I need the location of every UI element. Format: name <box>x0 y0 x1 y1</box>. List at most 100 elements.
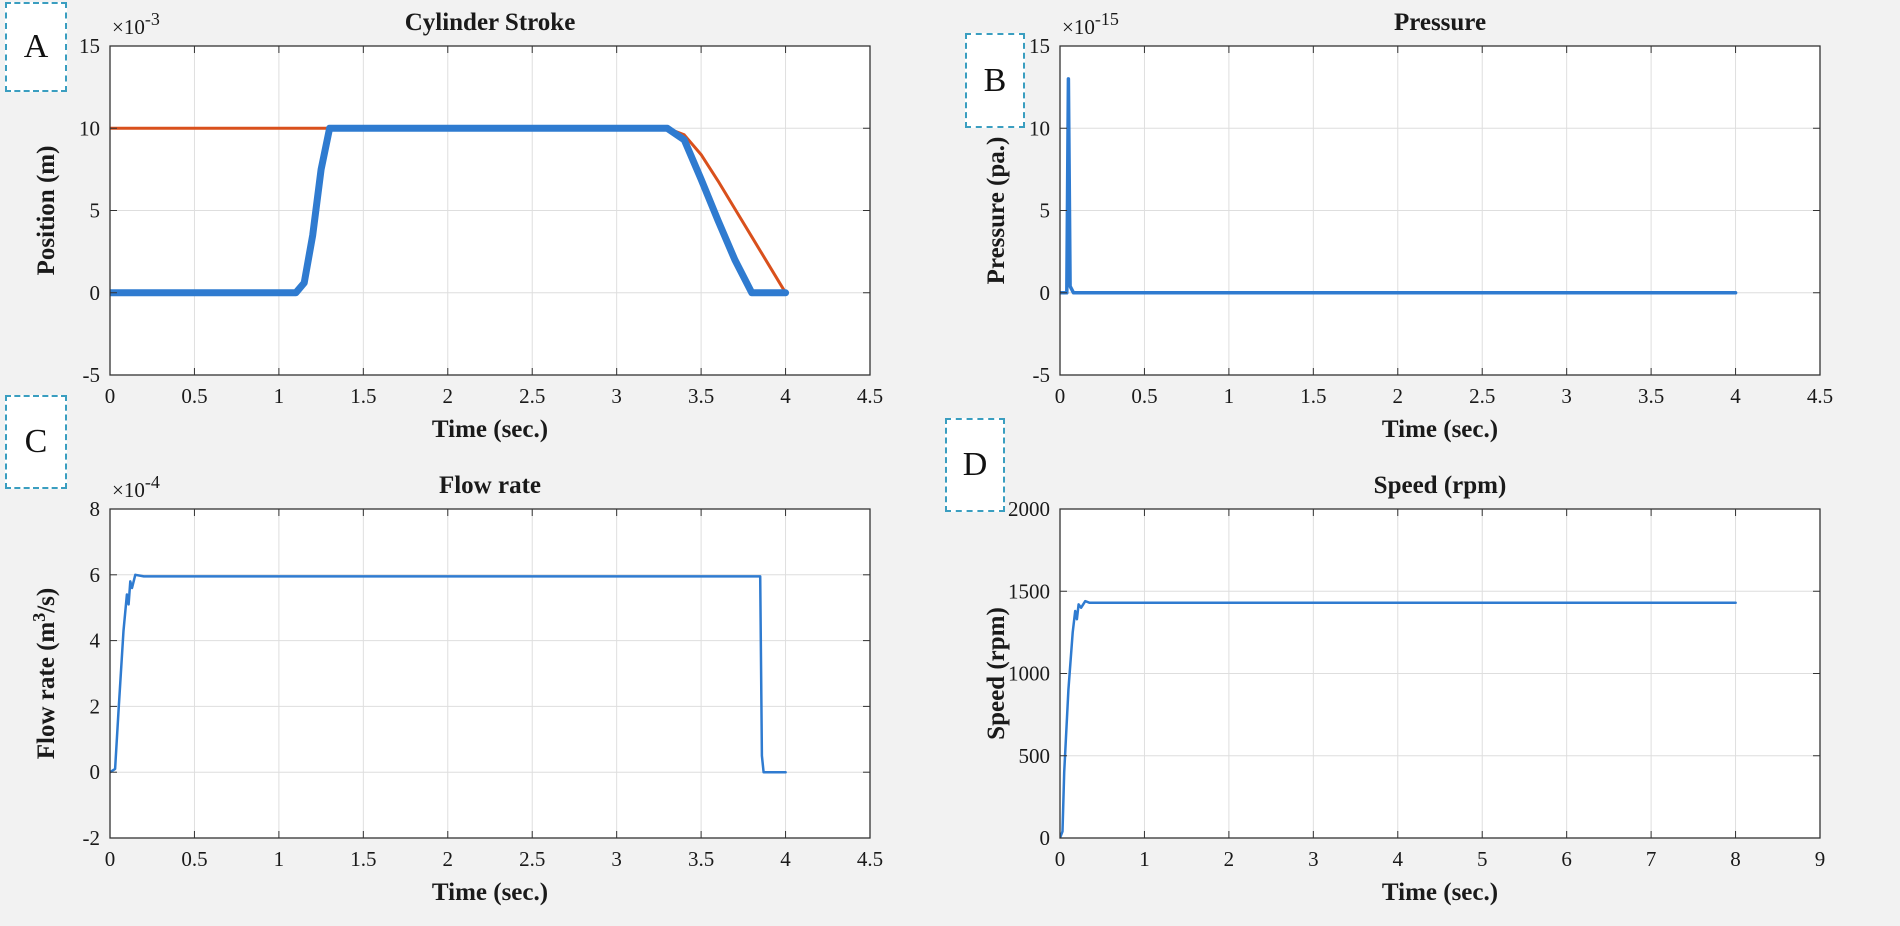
x-tick-label: 1 <box>1139 847 1150 871</box>
x-tick-label: 0.5 <box>181 384 207 408</box>
exponent-power: -4 <box>145 472 160 492</box>
x-tick-label: 4.5 <box>857 384 883 408</box>
x-tick-label: 2 <box>1393 384 1404 408</box>
y-tick-label: 0 <box>1040 281 1051 305</box>
x-tick-label: 2 <box>443 847 454 871</box>
x-tick-label: 3 <box>1308 847 1319 871</box>
y-tick-label: 0 <box>1040 826 1051 850</box>
x-tick-label: 0 <box>105 847 116 871</box>
x-tick-label: 1.5 <box>350 847 376 871</box>
y-axis-label-superscript: 3 <box>29 613 49 622</box>
panel-label-c: C <box>5 395 67 489</box>
x-tick-label: 0 <box>1055 847 1066 871</box>
x-tick-label: 4.5 <box>857 847 883 871</box>
y-tick-label: 10 <box>1029 116 1050 140</box>
exponent-base: ×10 <box>112 478 145 502</box>
series-line-flow <box>110 573 787 774</box>
x-tick-label: 1.5 <box>1300 384 1326 408</box>
x-tick-label: 0.5 <box>181 847 207 871</box>
x-axis-label: Time (sec.) <box>432 879 548 906</box>
plot-area <box>110 509 870 838</box>
y-tick-label: 15 <box>1029 34 1050 58</box>
panel-label-d: D <box>945 418 1005 512</box>
y-axis-label-text: Position (m) <box>33 146 60 276</box>
x-tick-label: 0 <box>105 384 116 408</box>
exponent-label: ×10-15 <box>1062 9 1119 39</box>
series-line-actual <box>110 124 790 297</box>
x-tick-label: 2.5 <box>519 847 545 871</box>
x-tick-label: 3 <box>611 384 622 408</box>
y-tick-label: 2 <box>90 694 101 718</box>
x-tick-label: 7 <box>1646 847 1657 871</box>
y-tick-label: 15 <box>79 34 100 58</box>
chart-speed: 0 1 2 3 4 5 6 7 8 9 0 500 1000 1500 2000 Speed (rpm) Tim… <box>983 472 1826 906</box>
y-tick-label: 5 <box>90 199 101 223</box>
y-tick-label: 8 <box>90 497 101 521</box>
chart-title: Cylinder Stroke <box>405 9 576 36</box>
y-tick-label: 5 <box>1040 199 1051 223</box>
y-axis-label: Flow rate (m3/s) <box>29 588 60 759</box>
x-tick-label: 3.5 <box>688 384 714 408</box>
y-tick-label: -2 <box>83 826 101 850</box>
y-tick-label: -5 <box>1033 363 1051 387</box>
x-tick-label: 3.5 <box>1638 384 1664 408</box>
x-tick-label: 4 <box>780 847 791 871</box>
y-tick-label: 6 <box>90 563 101 587</box>
y-tick-label: 0 <box>90 281 101 305</box>
y-tick-label: 10 <box>79 116 100 140</box>
x-tick-label: 2.5 <box>1469 384 1495 408</box>
exponent-label: ×10-3 <box>112 9 160 39</box>
y-tick-label: 1500 <box>1008 579 1050 603</box>
x-tick-label: 1 <box>274 847 285 871</box>
x-tick-label: 1 <box>1224 384 1235 408</box>
x-tick-label: 2 <box>443 384 454 408</box>
x-tick-label: 2 <box>1224 847 1235 871</box>
x-tick-label: 3.5 <box>688 847 714 871</box>
y-tick-label: 500 <box>1019 744 1051 768</box>
x-tick-label: 4 <box>1730 384 1741 408</box>
exponent-base: ×10 <box>1062 15 1095 39</box>
panel-label-a: A <box>5 2 67 92</box>
series-line-speed <box>1060 599 1737 838</box>
exponent-label: ×10-4 <box>112 472 160 502</box>
x-tick-label: 4 <box>780 384 791 408</box>
y-tick-label: 2000 <box>1008 497 1050 521</box>
y-tick-label: 4 <box>90 629 101 653</box>
x-tick-label: 3 <box>1561 384 1572 408</box>
y-axis-label-text: Pressure (pa.) <box>983 137 1010 285</box>
x-tick-label: 0 <box>1055 384 1066 408</box>
y-tick-label: 0 <box>90 760 101 784</box>
panel-label-b: B <box>965 33 1025 128</box>
x-tick-label: 4.5 <box>1807 384 1833 408</box>
x-axis-label: Time (sec.) <box>1382 416 1498 443</box>
axes-frame <box>109 508 871 839</box>
y-axis-label: Speed (rpm) <box>983 607 1010 740</box>
y-axis-label-text: Speed (rpm) <box>983 607 1010 740</box>
x-axis-label: Time (sec.) <box>432 416 548 443</box>
y-axis-label: Pressure (pa.) <box>983 137 1010 285</box>
chart-title: Speed (rpm) <box>1374 472 1507 499</box>
x-tick-label: 9 <box>1815 847 1826 871</box>
y-axis-label: Position (m) <box>33 146 60 276</box>
chart-pressure: 0 0.5 1 1.5 2 2.5 3 3.5 4 4.5-5051015Pressure×10-… <box>983 9 1833 443</box>
x-tick-label: 6 <box>1561 847 1572 871</box>
y-tick-label: 1000 <box>1008 662 1050 686</box>
x-tick-label: 4 <box>1393 847 1404 871</box>
chart-title: Pressure <box>1394 9 1486 36</box>
x-tick-label: 8 <box>1730 847 1741 871</box>
x-tick-label: 2.5 <box>519 384 545 408</box>
chart-title: Flow rate <box>439 472 541 499</box>
x-tick-label: 5 <box>1477 847 1488 871</box>
x-axis-label: Time (sec.) <box>1382 879 1498 906</box>
y-axis-label-text: Flow rate (m <box>33 622 60 760</box>
y-tick-label: -5 <box>83 363 101 387</box>
x-tick-label: 1.5 <box>350 384 376 408</box>
exponent-power: -3 <box>145 9 160 29</box>
exponent-base: ×10 <box>112 15 145 39</box>
x-tick-label: 1 <box>274 384 285 408</box>
x-tick-label: 3 <box>611 847 622 871</box>
x-tick-label: 0.5 <box>1131 384 1157 408</box>
